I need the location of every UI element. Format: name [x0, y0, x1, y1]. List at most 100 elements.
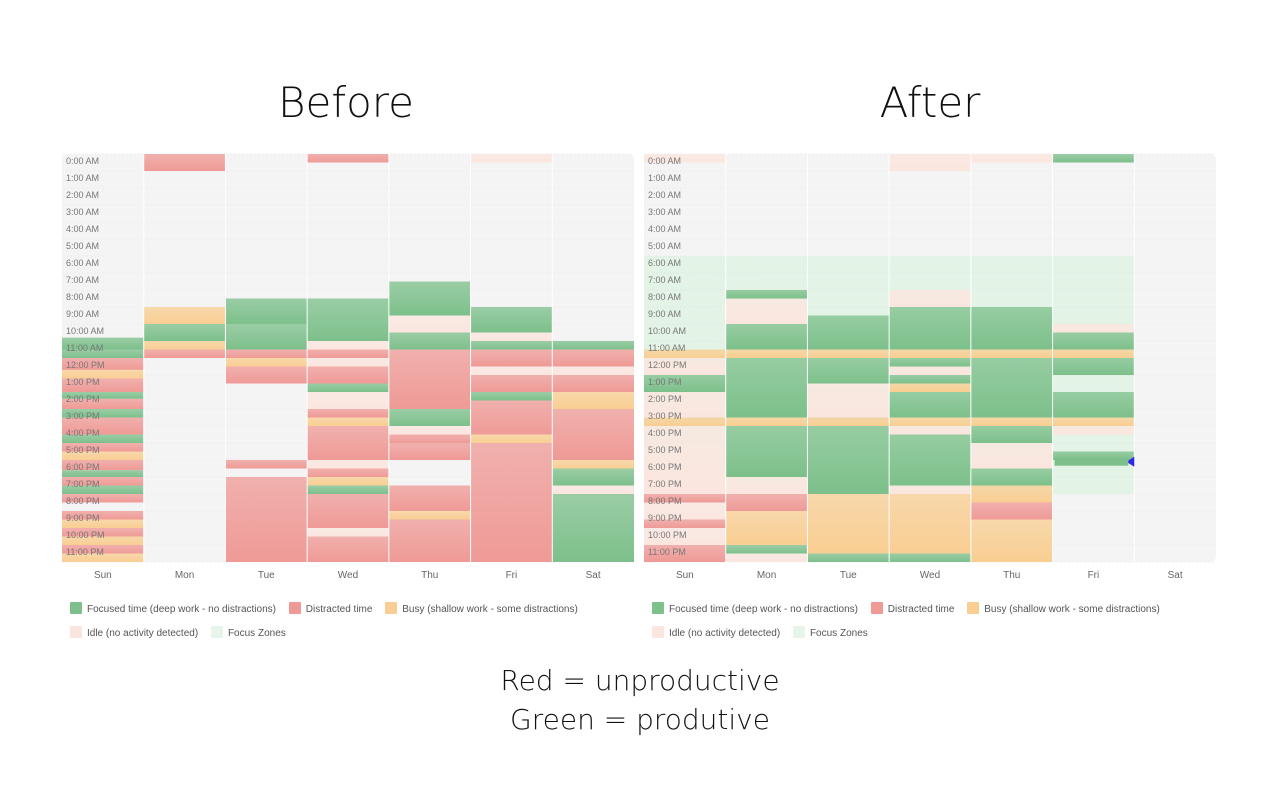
block-busy [62, 553, 144, 562]
block-idle [307, 392, 389, 409]
block-focused [552, 341, 634, 350]
hour-label: 8:00 AM [648, 292, 681, 302]
block-busy [388, 511, 471, 520]
hour-label: 0:00 AM [648, 156, 681, 166]
block-distracted [307, 366, 389, 384]
hour-label: 7:00 AM [648, 275, 681, 285]
hour-label: 2:00 AM [66, 190, 99, 200]
legend-idle: Idle (no activity detected) [652, 626, 780, 639]
block-idle [889, 485, 971, 494]
block-focused [889, 434, 971, 486]
after-title: After [879, 78, 981, 127]
legend-swatch [652, 602, 664, 614]
block-distracted [307, 409, 389, 418]
block-idle [725, 477, 808, 494]
legend-idle: Idle (no activity detected) [70, 626, 198, 639]
hour-label: 9:00 PM [66, 513, 100, 523]
hour-label: 6:00 AM [66, 258, 99, 268]
block-idle [552, 485, 634, 494]
block-focused [1052, 451, 1135, 460]
before-legend: Focused time (deep work - no distraction… [70, 602, 630, 642]
block-focused [62, 434, 144, 443]
hour-label: 4:00 PM [66, 428, 100, 438]
hour-label: 9:00 AM [66, 309, 99, 319]
block-focused [725, 426, 808, 477]
hour-label: 3:00 AM [648, 207, 681, 217]
block-idle [1052, 426, 1135, 435]
day-label: Thu [1003, 570, 1020, 581]
hour-label: 7:00 PM [648, 479, 682, 489]
hour-label: 8:00 PM [648, 496, 682, 506]
block-focused [62, 409, 144, 418]
block-idle [889, 154, 971, 171]
now-marker-icon [1126, 456, 1135, 467]
block-distracted [62, 398, 144, 409]
hour-label: 5:00 PM [648, 445, 682, 455]
hour-label: 5:00 PM [66, 445, 100, 455]
block-focused [470, 392, 553, 401]
block-distracted [388, 349, 471, 409]
block-distracted [725, 494, 808, 511]
block-focused [889, 392, 971, 418]
block-distracted [470, 349, 553, 367]
before-title: Before [277, 78, 414, 127]
block-distracted [62, 417, 144, 435]
block-busy [1052, 417, 1135, 426]
block-busy [725, 417, 808, 426]
block-distracted [388, 485, 471, 511]
block-idle [470, 154, 553, 163]
block-distracted [62, 460, 144, 471]
before-heatmap: 0:00 AM 1:00 AM 2:00 AM 3:00 AM 4:00 AM 5:00 … [62, 153, 634, 581]
block-distracted [225, 349, 308, 358]
block-distracted [225, 477, 308, 562]
block-focused [889, 358, 971, 367]
block-focused [889, 307, 971, 350]
block-focused [644, 375, 726, 392]
block-busy [62, 519, 144, 528]
after-heatmap: 0:00 AM 1:00 AM 2:00 AM 3:00 AM 4:00 AM 5:00 … [644, 153, 1216, 581]
block-idle [889, 366, 971, 375]
block-idle [644, 358, 726, 375]
block-idle [388, 426, 471, 435]
block-focused [1052, 392, 1135, 418]
block-distracted [470, 400, 553, 435]
legend-swatch [792, 626, 805, 638]
block-focused [225, 324, 308, 350]
block-distracted [62, 443, 144, 452]
footnote-red: Red = unproductive [500, 664, 780, 697]
footnote-green: Green = produtive [510, 703, 770, 736]
block-distracted [62, 528, 144, 537]
legend-busy: Busy (shallow work - some distractions) [967, 602, 1160, 615]
block-distracted [307, 154, 389, 163]
block-distracted [388, 434, 471, 443]
legend-swatch [967, 602, 980, 614]
block-idle [725, 298, 808, 324]
block-busy [644, 417, 726, 426]
hour-label: 2:00 PM [648, 394, 682, 404]
day-label: Sun [676, 570, 694, 581]
legend-swatch [70, 602, 82, 614]
block-idle [970, 443, 1053, 469]
hour-label: 12:00 PM [648, 360, 687, 370]
hour-label: 4:00 PM [648, 428, 682, 438]
block-busy [725, 349, 808, 358]
hour-label: 1:00 AM [648, 173, 681, 183]
hour-label: 8:00 AM [66, 292, 99, 302]
block-distracted [307, 494, 389, 528]
current-session-bar [1054, 457, 1129, 466]
hour-label: 11:00 AM [66, 343, 103, 353]
legend-focus-zones: Focus Zones [210, 626, 286, 639]
block-focused [143, 324, 226, 341]
block-idle [644, 154, 726, 163]
block-focused [889, 375, 971, 384]
block-distracted [307, 426, 389, 460]
block-focused [725, 290, 808, 299]
block-distracted [143, 349, 226, 358]
hour-label: 3:00 AM [66, 207, 99, 217]
block-focused [307, 485, 389, 494]
block-distracted [62, 545, 144, 554]
block-focused [725, 358, 808, 418]
legend-focused: Focused time (deep work - no distraction… [652, 602, 858, 615]
block-focused [807, 553, 890, 562]
block-busy [62, 451, 144, 460]
